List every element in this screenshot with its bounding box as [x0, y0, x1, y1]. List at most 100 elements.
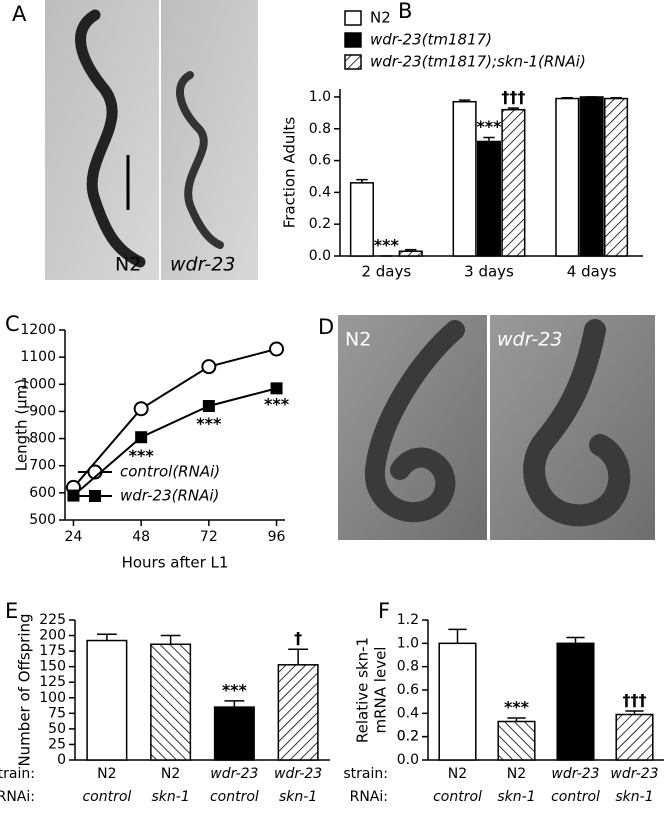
y-tick-label: 75 — [48, 705, 66, 721]
x-tick-label: wdr-23 — [551, 766, 599, 782]
bar — [497, 720, 536, 761]
y-tick-label: 800 — [29, 431, 56, 447]
y-tick-label: 225 — [39, 612, 66, 628]
y-tick-label: 0.0 — [309, 248, 331, 264]
marker — [201, 359, 217, 375]
y-tick-label: 1100 — [20, 349, 56, 365]
y-tick-label: 700 — [29, 458, 56, 474]
legend-label: control(RNAi) — [120, 463, 220, 481]
marker — [89, 490, 101, 502]
y-tick-label: 150 — [39, 659, 66, 675]
row-label: strain: — [0, 766, 35, 782]
x-tick-label: 4 days — [567, 263, 617, 281]
bar — [438, 642, 477, 761]
bar — [604, 97, 629, 257]
x-tick-label: skn-1 — [615, 789, 653, 805]
x-tick-label: 96 — [268, 529, 286, 545]
panel-label: F — [378, 599, 390, 623]
annotation: *** — [196, 414, 222, 433]
legend-swatch — [344, 32, 362, 48]
y-tick-label: 1.2 — [397, 612, 419, 628]
x-axis-label: Hours after L1 — [122, 554, 229, 572]
bar — [150, 643, 192, 761]
y-tick-label: 0.6 — [309, 153, 331, 169]
legend-swatch — [344, 10, 362, 26]
panel-label: B — [398, 0, 412, 23]
x-tick-label: wdr-23 — [210, 766, 258, 782]
x-tick-label: 72 — [200, 529, 218, 545]
y-tick-label: 0.4 — [397, 705, 419, 721]
annotation: ††† — [501, 88, 525, 107]
marker — [269, 341, 285, 357]
x-tick-label: skn-1 — [497, 789, 535, 805]
row-label: RNAi: — [0, 789, 35, 805]
y-axis-label: Length (μm) — [13, 379, 31, 471]
panel-label: D — [318, 315, 334, 339]
x-tick-label: N2 — [161, 766, 180, 782]
y-tick-label: 600 — [29, 485, 56, 501]
y-tick-label: 0.0 — [397, 752, 419, 768]
x-tick-label: wdr-23 — [610, 766, 658, 782]
bar — [398, 250, 423, 257]
annotation: † — [294, 629, 302, 648]
y-tick-label: 0.6 — [397, 682, 419, 698]
y-axis-label: mRNA level — [372, 647, 390, 734]
x-tick-label: skn-1 — [152, 789, 190, 805]
x-tick-label: 48 — [132, 529, 150, 545]
row-label: RNAi: — [350, 789, 388, 805]
marker — [202, 400, 215, 412]
bar — [579, 96, 604, 257]
y-tick-label: 25 — [48, 736, 66, 752]
y-tick-label: 0.4 — [309, 184, 331, 200]
image-caption: N2 — [345, 329, 371, 351]
y-tick-label: 0 — [57, 752, 66, 768]
annotation: *** — [374, 236, 400, 255]
bar — [452, 100, 477, 257]
panel-label: E — [5, 599, 18, 623]
x-tick-label: 3 days — [464, 263, 514, 281]
marker — [135, 431, 148, 444]
series-line — [72, 348, 277, 489]
annotation: *** — [504, 698, 530, 717]
bar — [213, 706, 255, 761]
y-tick-label: 0.8 — [397, 659, 419, 675]
y-tick-label: 100 — [39, 690, 66, 706]
legend-label: wdr-23(RNAi) — [120, 487, 219, 505]
marker — [67, 489, 80, 502]
x-tick-label: control — [210, 789, 259, 805]
y-tick-label: 1200 — [20, 322, 56, 338]
x-tick-label: N2 — [448, 766, 467, 782]
y-tick-label: 50 — [48, 721, 66, 737]
bar — [615, 713, 654, 761]
legend-label: N2 — [370, 9, 391, 27]
image-a — [45, 0, 258, 280]
y-tick-label: 0.2 — [397, 729, 419, 745]
annotation: *** — [222, 680, 248, 699]
y-axis-label: Fraction Adults — [281, 117, 299, 229]
x-tick-label: wdr-23 — [274, 766, 322, 782]
panel-label: A — [12, 2, 27, 26]
x-tick-label: skn-1 — [279, 789, 317, 805]
y-tick-label: 1.0 — [309, 89, 331, 105]
annotation: *** — [129, 446, 155, 465]
annotation: ††† — [623, 691, 647, 710]
legend-swatch — [344, 54, 362, 70]
y-tick-label: 175 — [39, 643, 66, 659]
image-caption: N2 — [115, 254, 141, 276]
y-axis-label: Relative skn-1 — [354, 637, 372, 743]
bar — [86, 639, 128, 761]
bar — [277, 664, 319, 761]
y-tick-label: 0.8 — [309, 121, 331, 137]
image-caption: wdr-23 — [170, 254, 235, 276]
bar — [555, 97, 580, 257]
marker — [270, 382, 283, 395]
panel-label: C — [5, 312, 20, 336]
bar — [501, 108, 526, 257]
x-tick-label: control — [82, 789, 131, 805]
x-tick-label: N2 — [507, 766, 526, 782]
annotation: *** — [476, 117, 502, 136]
image-caption: wdr-23 — [497, 329, 562, 351]
x-tick-label: 2 days — [361, 263, 411, 281]
x-tick-label: N2 — [97, 766, 116, 782]
y-tick-label: 1.0 — [397, 635, 419, 651]
